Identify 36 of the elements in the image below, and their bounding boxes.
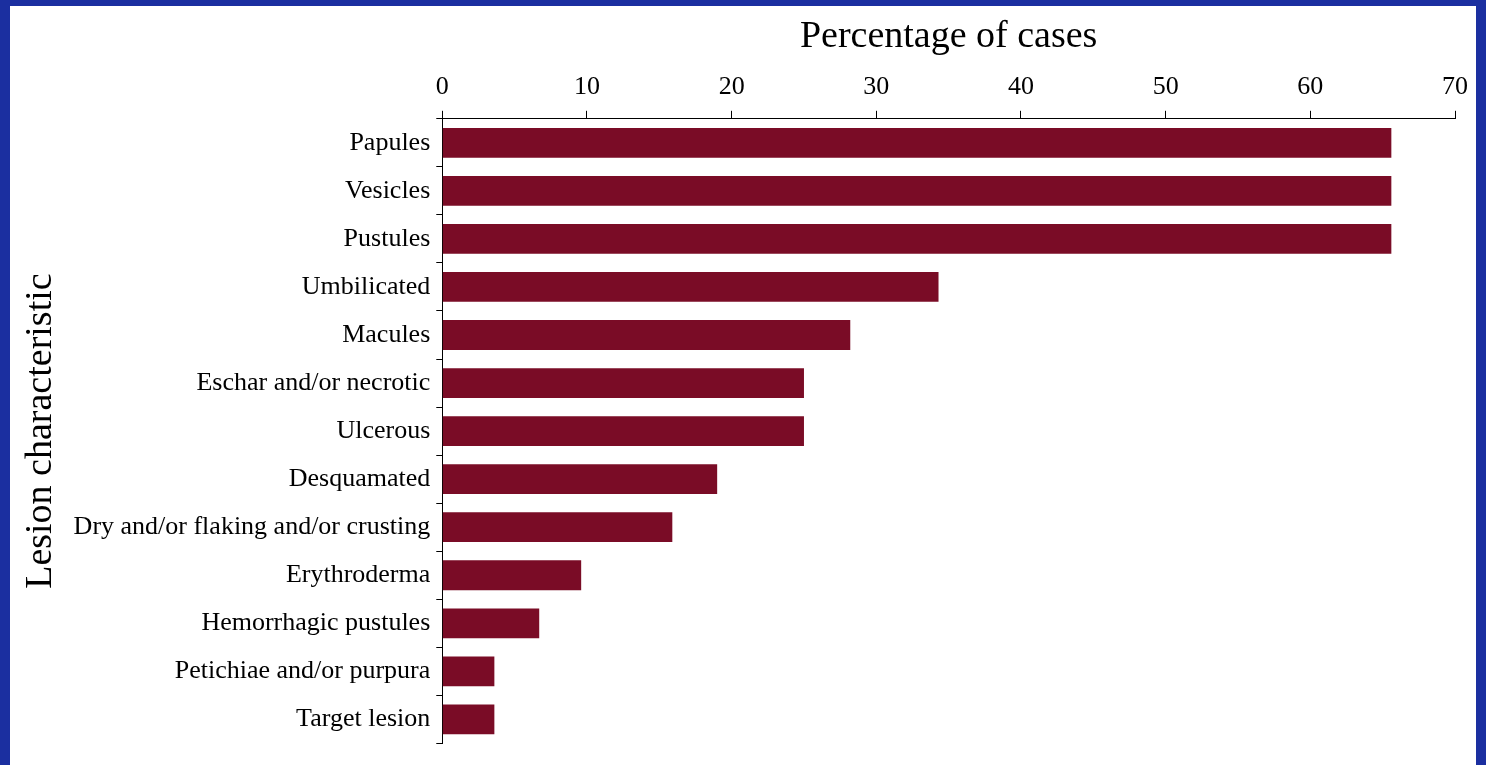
x-tick-label: 60 (1297, 71, 1324, 101)
y-tick-label: Ulcerous (336, 414, 431, 444)
y-axis-title: Lesion characteristic (16, 273, 59, 589)
y-tick-label: Petichiae and/or purpura (174, 655, 431, 685)
bar (442, 272, 939, 302)
bar (442, 127, 1392, 158)
y-tick-label: Umbilicated (301, 270, 431, 300)
x-tick-label: 30 (863, 71, 890, 101)
bar (442, 320, 851, 350)
x-tick-label: 50 (1152, 71, 1179, 101)
y-tick-label: Eschar and/or necrotic (196, 366, 431, 396)
x-tick-label: 70 (1442, 71, 1468, 101)
x-tick-label: 20 (718, 71, 745, 101)
bar (442, 560, 582, 591)
y-tick-label: Erythroderma (285, 559, 431, 589)
bar (442, 704, 495, 735)
bar (442, 512, 673, 543)
y-tick-label: Dry and/or flaking and/or crusting (73, 511, 431, 541)
bar (442, 464, 718, 495)
bar (442, 175, 1392, 206)
x-axis-title: Percentage of cases (799, 12, 1098, 55)
y-tick-label: Desquamated (288, 462, 431, 492)
bar (442, 368, 804, 398)
y-tick-label: Vesicles (345, 174, 431, 204)
bar (442, 656, 495, 687)
y-tick-label: Hemorrhagic pustules (201, 607, 431, 637)
x-tick-label: 0 (435, 71, 449, 101)
y-tick-label: Pustules (343, 222, 431, 252)
x-tick-label: 10 (573, 71, 600, 101)
y-tick-label: Macules (342, 318, 431, 348)
y-tick-label: Target lesion (296, 703, 431, 733)
bar (442, 416, 804, 446)
y-tick-label: Papules (349, 126, 431, 156)
x-tick-label: 40 (1007, 71, 1034, 101)
bar (442, 224, 1392, 254)
bar (442, 608, 540, 639)
